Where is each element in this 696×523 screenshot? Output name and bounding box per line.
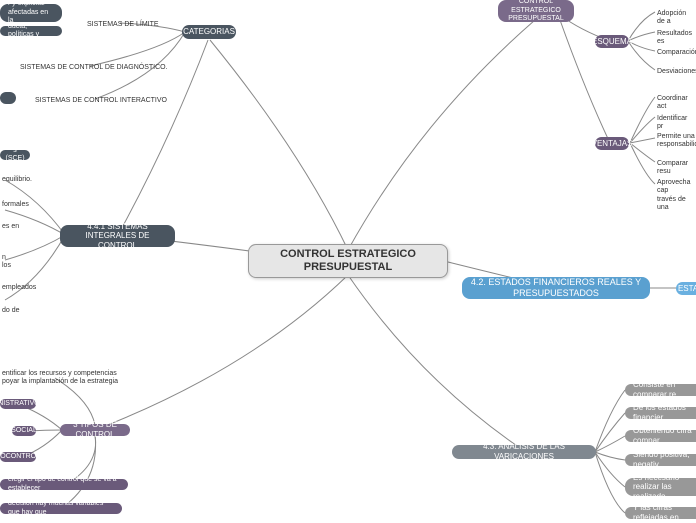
analisis-label: 4.3. ANALISIS DE LAS VARICACIONES <box>460 442 588 461</box>
esquema-label: ESQUEMA <box>592 37 632 47</box>
analisis-item-0: Consiste en comparar re <box>625 384 696 396</box>
esquema-item-0: Adopción de a <box>655 9 696 28</box>
ventajas-node[interactable]: VENTAJAS <box>595 137 629 150</box>
tipos-social: SOCIAL <box>12 426 36 436</box>
left-item-2: s (SCE) <box>0 150 30 160</box>
analisis-item-1: De los estados financier <box>625 407 696 419</box>
tipos-elegir: elegir el tipo de control que se va a es… <box>0 479 128 490</box>
estados-sub[interactable]: ESTAD <box>676 282 696 295</box>
left-item-8: do de <box>0 306 22 316</box>
ventajas-item-0: Coordinar act <box>655 94 696 113</box>
tipos-autocontrol: FOCONTROL <box>0 452 36 462</box>
estados-node[interactable]: 4.2. ESTADOS FINANCIEROS REALES Y PRESUP… <box>462 277 650 299</box>
diagnostico-label: SISTEMAS DE CONTROL DE DIAGNÓSTICO. <box>18 63 170 73</box>
tipos-recursos: entificar los recursos y competencias po… <box>0 369 120 388</box>
analisis-item-5: Y las cifras reflejadas en <box>625 507 696 519</box>
sistemas-label: 4.4.1 SISTEMAS INTEGRALES DE CONTROL <box>68 222 167 251</box>
top-control-label: CONTROL ESTRATEGICO PRESUPUESTAL <box>506 0 566 24</box>
left-item-3: equilibrio. <box>0 175 34 185</box>
ventajas-item-2: Permite una vi responsabilida <box>655 132 696 151</box>
center-node[interactable]: CONTROL ESTRATEGICO PRESUPUESTAL <box>248 244 448 278</box>
tipos-label: 3 TIPOS DE CONTROL <box>68 420 122 439</box>
estados-label: 4.2. ESTADOS FINANCIEROS REALES Y PRESUP… <box>470 277 642 299</box>
left-item-6: n los <box>0 253 13 272</box>
top-control-node[interactable]: CONTROL ESTRATEGICO PRESUPUESTAL <box>498 0 574 22</box>
limite-label: SISTEMAS DE LÍMITE <box>85 20 161 30</box>
sistemas-node[interactable]: 4.4.1 SISTEMAS INTEGRALES DE CONTROL <box>60 225 175 247</box>
categorias-label: CATEGORIAS <box>183 27 235 37</box>
esquema-item-1: Resultados es <box>655 29 696 48</box>
esquema-item-3: Desviaciones <box>655 67 696 77</box>
left-item-1: ducta, políticas y <box>0 26 62 36</box>
ventajas-item-4: Aprovecha cap través de una <box>655 178 696 214</box>
esquema-node[interactable]: ESQUEMA <box>595 35 629 48</box>
ventajas-label: VENTAJAS <box>592 139 633 149</box>
center-title: CONTROL ESTRATEGICO PRESUPUESTAL <box>257 248 439 274</box>
left-strip-1 <box>0 92 16 104</box>
tipos-administrativo: INISTRATIVO <box>0 399 36 409</box>
analisis-node[interactable]: 4.3. ANALISIS DE LAS VARICACIONES <box>452 445 596 459</box>
esquema-item-2: Comparación <box>655 48 696 58</box>
tipos-decision: decisión hay muchas variables que hay qu… <box>0 503 122 514</box>
tipos-node[interactable]: 3 TIPOS DE CONTROL <box>60 424 130 436</box>
analisis-item-4: Es necesario realizar las realizado. <box>625 478 696 496</box>
analisis-item-3: Siendo positiva, negativ <box>625 454 696 466</box>
interactivo-label: SISTEMAS DE CONTROL INTERACTIVO <box>33 96 169 106</box>
estados-sub-label: ESTAD <box>678 284 696 294</box>
left-item-4: formales <box>0 200 31 210</box>
categorias-node[interactable]: CATEGORIAS <box>182 25 236 39</box>
left-item-0: r y explicitar afectadas en la <box>0 4 62 22</box>
left-item-5: es en <box>0 222 21 232</box>
ventajas-item-1: Identificar pr <box>655 114 696 133</box>
left-item-7: empleados <box>0 283 38 293</box>
ventajas-item-3: Comparar resu <box>655 159 696 178</box>
analisis-item-2: Obteniendo cifra compar <box>625 430 696 442</box>
